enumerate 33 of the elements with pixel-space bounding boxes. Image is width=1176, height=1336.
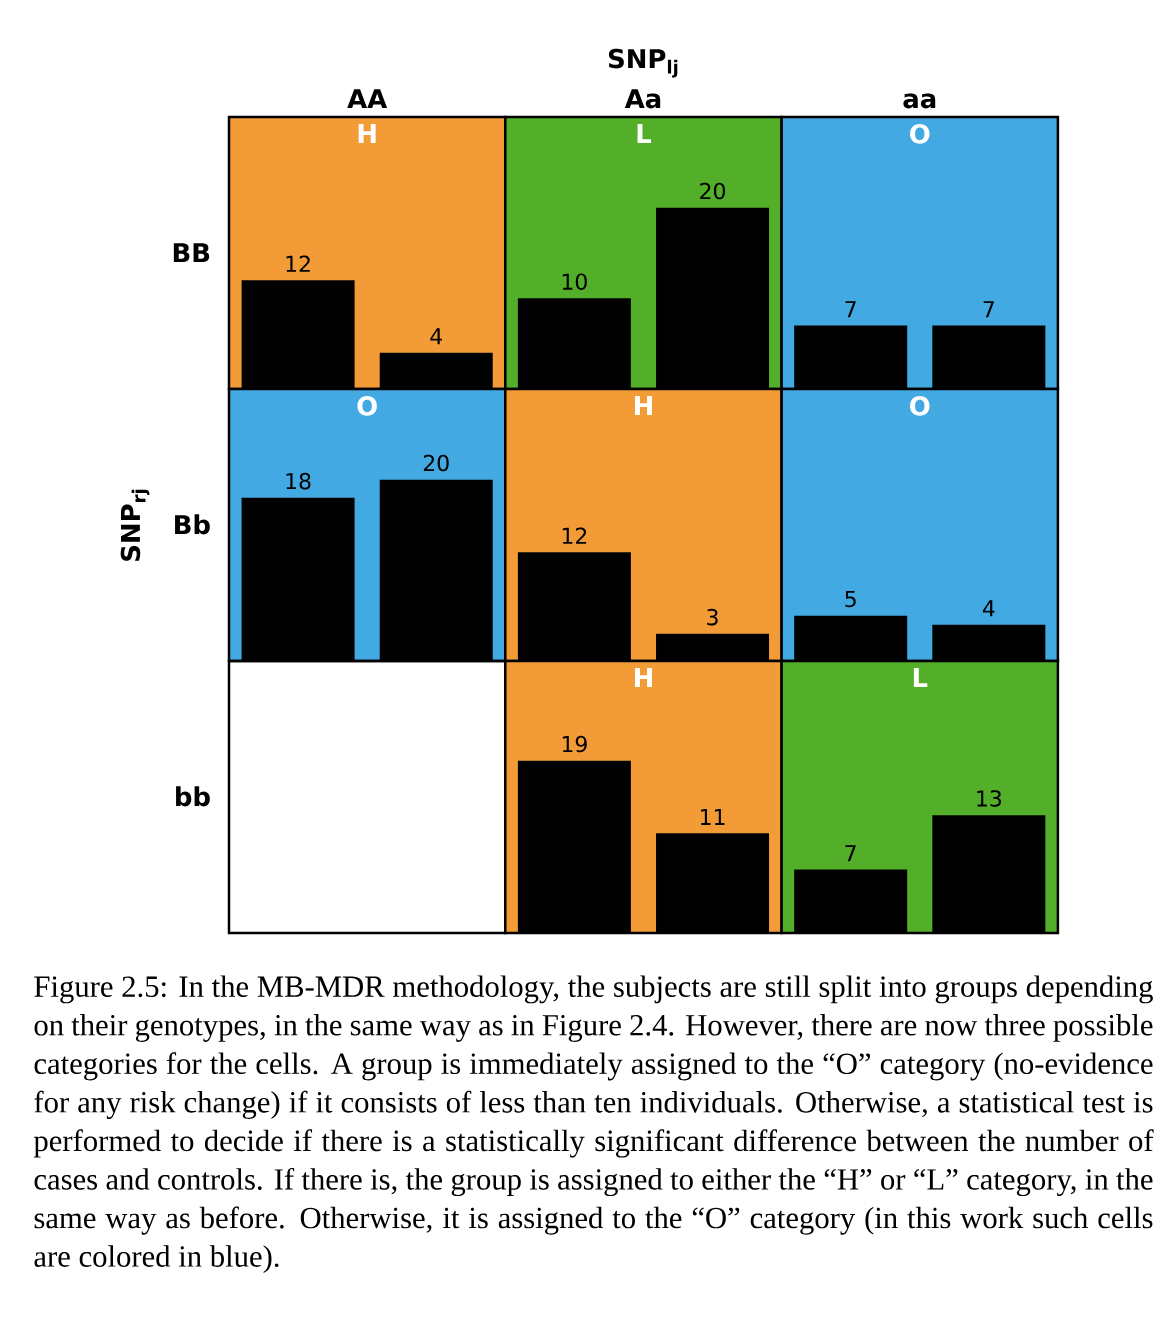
data-label: 19 xyxy=(562,735,587,753)
chart-title: L xyxy=(637,124,652,143)
text: SNP$_{lj}$ xyxy=(608,48,678,78)
data-label: 18 xyxy=(286,472,311,490)
data-label: 12 xyxy=(562,527,587,544)
chart-title: O xyxy=(910,124,930,144)
chart-title: H xyxy=(358,124,376,143)
data-label: 7 xyxy=(983,301,994,318)
chart-title: O xyxy=(910,396,930,416)
text: SNP$_{rj}$ xyxy=(120,489,150,561)
chart-title: H xyxy=(634,396,652,415)
data-label: 20 xyxy=(423,454,449,472)
category-label: bb xyxy=(176,786,210,807)
category-label: Bb xyxy=(175,514,210,535)
category-label: AA xyxy=(347,89,388,108)
category-label: aa xyxy=(903,93,936,109)
data-label: 5 xyxy=(845,591,856,608)
data-label: 10 xyxy=(562,273,587,290)
data-label: 12 xyxy=(286,255,310,272)
data-label: 7 xyxy=(845,845,856,862)
data-label: 11 xyxy=(700,808,725,825)
chart-title: H xyxy=(634,668,652,687)
data-label: 20 xyxy=(700,182,725,200)
data-label: 4 xyxy=(430,328,442,345)
data-label: 13 xyxy=(977,790,1002,807)
category-label: Aa xyxy=(624,89,661,109)
data-label: 7 xyxy=(845,301,856,318)
chart-title: O xyxy=(357,396,377,416)
category-label: BB xyxy=(173,243,210,262)
data-label: 3 xyxy=(707,608,718,626)
data-label: 4 xyxy=(982,600,995,617)
caption: Figure 2.5: In the MB-MDR methodology, the subjects are still split into groups depending on their genotypes, in the same way as in Figure 2.4. However, there are now three possible categories for the cells. A group is immediately assigned to the “O” category (no-evidence for any risk change) if it consists of less than ten individuals. Otherwise, a statistical test is performed to decide if there is a statistically significant difference between the number of cases and controls. If there is, the group is assigned to either the “H” or “L” category, in the same way as before. Otherwise, it is assigned to the “O” category (in this work such cells are colored in blue). xyxy=(33,975,1154,1274)
chart-title: L xyxy=(913,668,928,687)
